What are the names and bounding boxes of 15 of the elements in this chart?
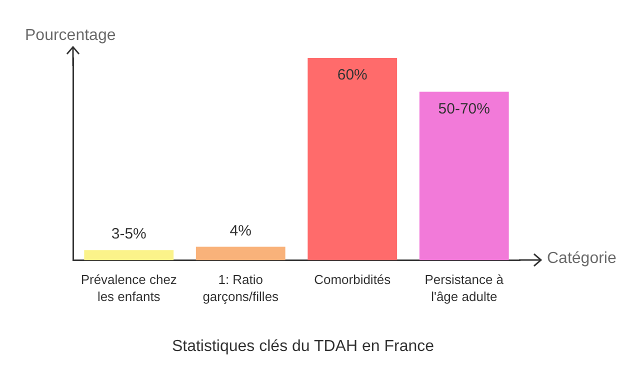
data-label: 4% [230,222,252,240]
bar [84,250,174,260]
x-tick-label: 1: Ratio garçons/filles [202,272,280,304]
x-tick-label: Persistance à l'âge adulte [424,272,504,304]
y-axis-title: Pourcentage [25,27,116,45]
data-label: 3-5% [111,226,146,243]
bar [196,246,286,260]
x-axis-title: Catégorie [547,250,616,268]
bar [308,58,398,260]
x-tick-label: Prévalence chez les enfants [80,272,177,304]
bar [419,92,509,260]
data-label: 50-70% [438,100,490,118]
text: Statistiques clés du TDAH en France [170,338,436,356]
data-label: 60% [337,66,368,84]
x-tick-label: Comorbidités [314,272,392,288]
